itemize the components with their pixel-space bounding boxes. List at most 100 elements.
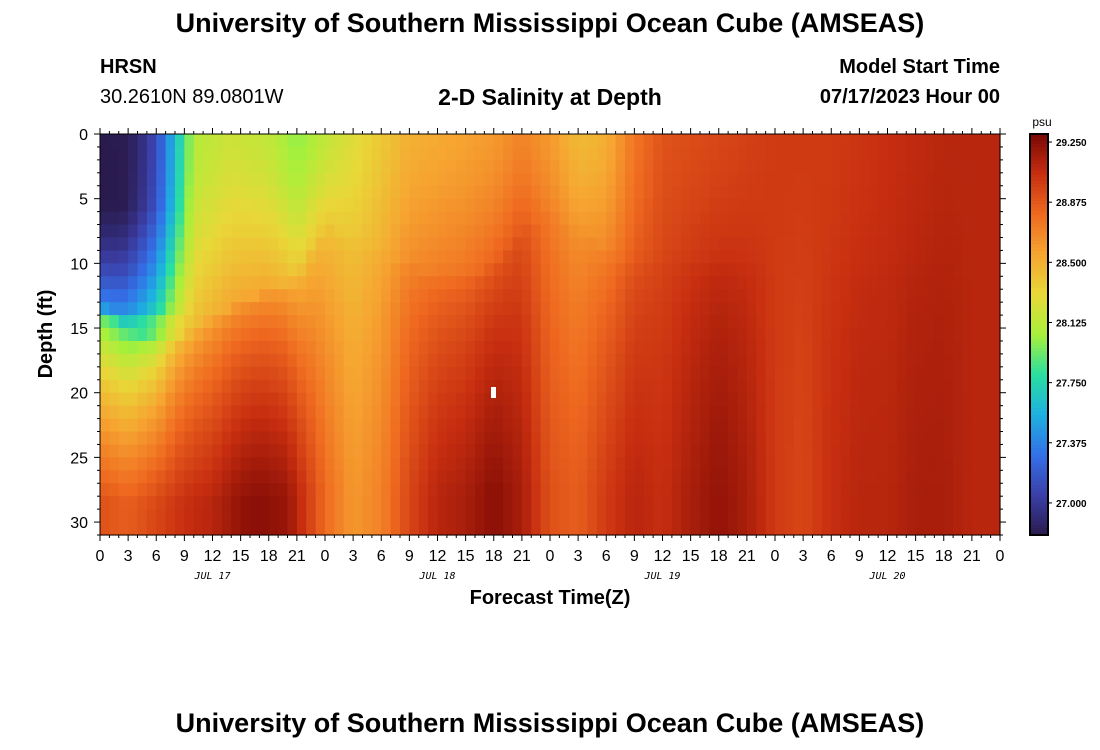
heatmap-cell — [175, 134, 185, 148]
heatmap-cell — [193, 276, 204, 290]
heatmap-cell — [240, 340, 251, 355]
heatmap-cell — [390, 146, 401, 161]
heatmap-cell — [559, 237, 570, 252]
heatmap-cell — [521, 302, 532, 316]
heatmap-cell — [709, 134, 720, 148]
heatmap-cell — [690, 392, 701, 407]
heatmap-cell — [259, 379, 270, 394]
heatmap-cell — [212, 185, 223, 200]
heatmap-cell — [287, 289, 298, 303]
heatmap-cell — [625, 418, 635, 433]
heatmap-cell — [868, 146, 879, 161]
heatmap-cell — [606, 224, 617, 239]
heatmap-cell — [896, 250, 907, 264]
heatmap-cell — [625, 483, 635, 497]
heatmap-cell — [568, 159, 579, 174]
heatmap-cell — [981, 315, 992, 329]
heatmap-cell — [325, 509, 335, 523]
heatmap-cell — [221, 250, 232, 264]
heatmap-cell — [737, 431, 748, 446]
heatmap-cell — [615, 198, 626, 213]
heatmap-cell — [793, 237, 804, 252]
heatmap-cell — [193, 237, 204, 252]
heatmap-cell — [671, 353, 682, 368]
heatmap-cell — [962, 353, 973, 368]
heatmap-cell — [315, 379, 326, 394]
heatmap-cell — [962, 496, 973, 510]
heatmap-cell — [484, 405, 495, 420]
heatmap-cell — [756, 211, 767, 226]
heatmap-cell — [737, 159, 748, 174]
heatmap-cell — [278, 496, 289, 510]
heatmap-cell — [231, 509, 242, 523]
heatmap-cell — [409, 263, 420, 277]
heatmap-cell — [540, 315, 551, 329]
heatmap-cell — [503, 237, 514, 252]
heatmap-cell — [925, 379, 935, 394]
heatmap-cell — [381, 250, 392, 264]
heatmap-cell — [306, 159, 317, 174]
heatmap-cell — [512, 470, 523, 484]
heatmap-cell — [821, 470, 832, 484]
y-axis-title: Depth (ft) — [35, 290, 57, 379]
heatmap-cell — [390, 470, 401, 484]
heatmap-cell — [100, 483, 110, 497]
heatmap-cell — [231, 392, 242, 407]
heatmap-cell — [456, 431, 467, 446]
heatmap-cell — [475, 405, 485, 420]
heatmap-cell — [362, 237, 373, 252]
heatmap-cell — [231, 237, 242, 252]
heatmap-cell — [896, 185, 907, 200]
heatmap-cell — [925, 289, 935, 303]
heatmap-cell — [371, 146, 382, 161]
heatmap-cell — [981, 483, 992, 497]
heatmap-cell — [221, 134, 232, 148]
heatmap-cell — [156, 353, 167, 368]
heatmap-cell — [925, 470, 935, 484]
heatmap-cell — [128, 457, 139, 471]
heatmap-cell — [587, 302, 598, 316]
heatmap-cell — [896, 302, 907, 316]
heatmap-cell — [118, 496, 129, 510]
heatmap-cell — [681, 224, 692, 239]
heatmap-cell — [878, 340, 889, 355]
heatmap-cell — [296, 457, 307, 471]
heatmap-cell — [343, 172, 354, 187]
heatmap-cell — [428, 159, 439, 174]
heatmap-cell — [540, 328, 551, 342]
heatmap-cell — [212, 483, 223, 497]
heatmap-cell — [540, 340, 551, 355]
heatmap-cell — [700, 302, 710, 316]
colorbar-segment — [1030, 140, 1048, 145]
heatmap-cell — [362, 470, 373, 484]
heatmap-cell — [625, 198, 635, 213]
heatmap-cell — [953, 509, 964, 523]
heatmap-cell — [118, 263, 129, 277]
heatmap-cell — [446, 509, 457, 523]
heatmap-cell — [606, 276, 617, 290]
heatmap-cell — [278, 302, 289, 316]
heatmap-cell — [475, 159, 485, 174]
heatmap-cell — [831, 159, 842, 174]
colorbar-segment — [1030, 144, 1048, 148]
heatmap-cell — [803, 405, 814, 420]
x-tick-label: 15 — [457, 548, 475, 565]
colorbar-tick-label: 28.500 — [1056, 258, 1087, 269]
heatmap-cell — [859, 263, 870, 277]
heatmap-cell — [231, 431, 242, 446]
heatmap-cell — [175, 509, 185, 523]
heatmap-cell — [371, 289, 382, 303]
heatmap-cell — [503, 457, 514, 471]
heatmap-cell — [596, 509, 607, 523]
heatmap-cell — [596, 237, 607, 252]
heatmap-cell — [493, 198, 504, 213]
heatmap-cell — [962, 509, 973, 523]
heatmap-cell — [334, 353, 345, 368]
heatmap-cell — [737, 522, 748, 536]
heatmap-cell — [137, 211, 148, 226]
heatmap-cell — [568, 328, 579, 342]
heatmap-cell — [493, 328, 504, 342]
heatmap-cell — [512, 328, 523, 342]
heatmap-cell — [278, 340, 289, 355]
heatmap-cell — [100, 146, 110, 161]
